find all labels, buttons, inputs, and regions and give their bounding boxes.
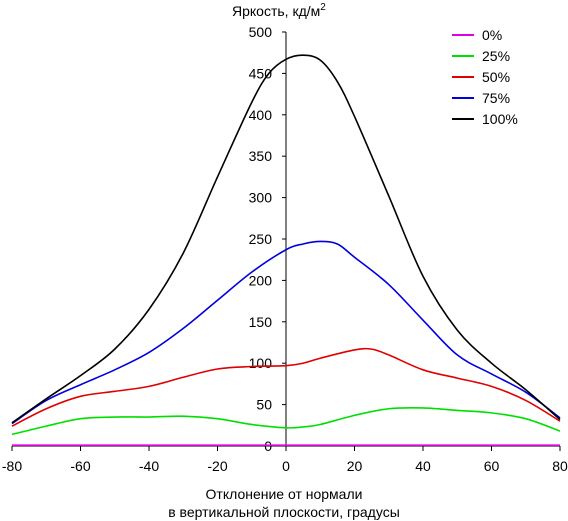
legend-label: 50%	[482, 69, 510, 85]
legend-label: 75%	[482, 90, 510, 106]
y-tick-label: 0	[264, 438, 272, 454]
legend-label: 100%	[482, 111, 518, 127]
series-line-50	[11, 347, 561, 427]
y-axis-title: Яркость, кд/м2	[232, 2, 326, 19]
y-tick-label: 200	[249, 272, 273, 288]
series-line-75	[11, 240, 561, 425]
x-tick-label: -60	[70, 458, 90, 474]
x-tick-label: 40	[415, 458, 431, 474]
axes: -80 -60 -40 -20 0 20 40 60 80 0 50 100 150 200 250 300 3…	[2, 24, 568, 474]
y-tick-label: 350	[249, 148, 273, 164]
x-axis-title-line1: Отклонение от нормали	[206, 486, 363, 502]
x-tick-label: -40	[139, 458, 159, 474]
x-tick-label: 80	[552, 458, 568, 474]
y-axis-title-text: Яркость, кд/м	[232, 3, 320, 19]
series-layer	[11, 54, 561, 446]
legend-item-75: 75%	[452, 90, 510, 106]
legend-item-50: 50%	[452, 69, 510, 85]
y-tick-label: 250	[249, 231, 273, 247]
legend-item-25: 25%	[452, 48, 510, 64]
x-tick-label: -20	[207, 458, 227, 474]
y-tick-label: 500	[249, 24, 273, 40]
legend-label: 25%	[482, 48, 510, 64]
y-tick-label: 400	[249, 107, 273, 123]
y-tick-label: 150	[249, 314, 273, 330]
x-tick-label: -80	[2, 458, 22, 474]
y-axis-title-superscript: 2	[320, 2, 326, 13]
x-tick-label: 0	[282, 458, 290, 474]
y-tick-label: 50	[256, 397, 272, 413]
legend-item-0: 0%	[452, 27, 502, 43]
legend: 0% 25% 50% 75% 100%	[452, 27, 518, 127]
x-axis-title-line2: в вертикальной плоскости, градусы	[168, 504, 400, 520]
legend-label: 0%	[482, 27, 502, 43]
y-tick-label: 100	[249, 355, 273, 371]
legend-item-100: 100%	[452, 111, 518, 127]
x-tick-label: 60	[484, 458, 500, 474]
x-tick-label: 20	[347, 458, 363, 474]
series-line-100	[11, 54, 561, 424]
series-line-25	[11, 406, 561, 436]
y-tick-label: 300	[249, 190, 273, 206]
